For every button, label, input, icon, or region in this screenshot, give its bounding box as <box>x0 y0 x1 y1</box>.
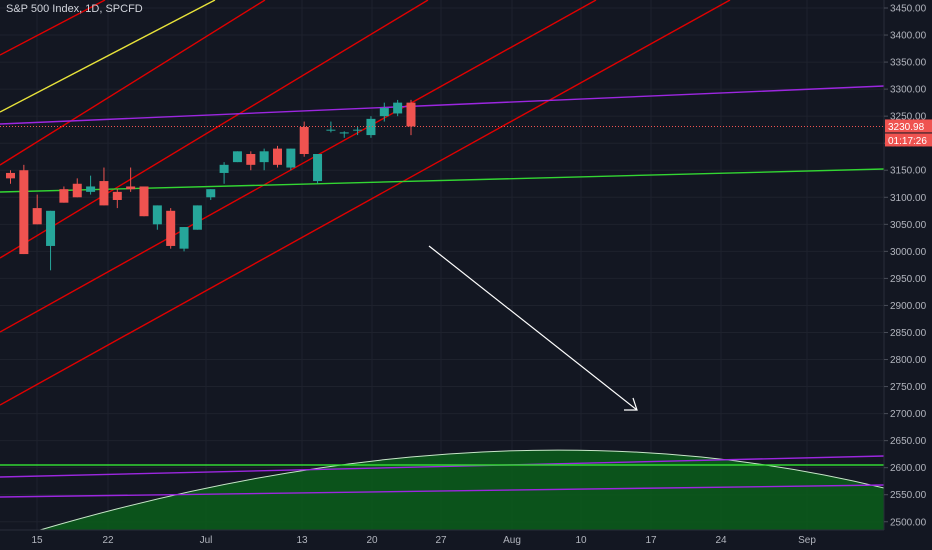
candle-body <box>112 191 122 200</box>
date-tick-label: 20 <box>366 535 378 546</box>
grid <box>0 0 884 530</box>
current-price-label: 3230.98 <box>888 122 925 133</box>
price-tick-label: 3150.00 <box>890 166 927 177</box>
price-tick-label: 3400.00 <box>890 31 927 42</box>
channel-line[interactable] <box>0 0 597 333</box>
candle-body <box>246 154 256 165</box>
price-tick-label: 3450.00 <box>890 4 927 15</box>
candle-body <box>59 189 69 203</box>
price-tick-label: 2600.00 <box>890 463 927 474</box>
candle-body <box>206 189 216 198</box>
price-tick-label: 3250.00 <box>890 112 927 123</box>
candle-body <box>379 108 389 117</box>
channel-line[interactable] <box>0 0 106 56</box>
date-tick-label: 24 <box>715 535 727 546</box>
date-tick-label: 10 <box>575 535 587 546</box>
candle-body <box>219 164 229 173</box>
countdown-label: 01:17:26 <box>888 136 927 147</box>
date-tick-label: Jul <box>200 535 213 546</box>
candle-body <box>99 181 109 206</box>
price-axis[interactable]: 2500.00 2550.00 2600.00 2650.00 2700.00 2750.… <box>883 0 932 550</box>
date-tick-label: 22 <box>102 535 114 546</box>
candle-body <box>6 172 15 179</box>
price-tick-label: 3000.00 <box>890 247 927 258</box>
date-tick-label: 15 <box>31 535 43 546</box>
date-tick-label: 13 <box>296 535 308 546</box>
price-tick-label: 2950.00 <box>890 274 927 285</box>
candle-body <box>286 148 296 168</box>
price-tick-label: 2500.00 <box>890 517 927 528</box>
purple-trendline[interactable] <box>0 85 885 125</box>
date-axis-background <box>0 530 884 550</box>
price-tick-label: 2900.00 <box>890 301 927 312</box>
candle-body <box>353 129 363 131</box>
candle-body <box>152 205 162 225</box>
candle-body <box>326 129 336 131</box>
date-tick-label: 27 <box>435 535 447 546</box>
purple-trendline[interactable] <box>0 455 885 478</box>
price-tick-label: 2850.00 <box>890 328 927 339</box>
price-tick-label: 2550.00 <box>890 490 927 501</box>
candle-body <box>179 227 189 249</box>
candle-body <box>19 170 29 255</box>
price-axis-background <box>884 0 932 550</box>
purple-trendline[interactable] <box>0 484 885 498</box>
price-tick-label: 3350.00 <box>890 58 927 69</box>
price-tick-label: 3050.00 <box>890 220 927 231</box>
arrow-shaft[interactable] <box>428 245 638 411</box>
channel-line[interactable] <box>0 0 429 259</box>
candle-body <box>313 154 323 182</box>
candle-body <box>126 186 136 190</box>
candle-body <box>393 102 403 114</box>
candle-body <box>72 183 82 198</box>
candle-body <box>366 118 376 136</box>
current-price-tag <box>885 119 932 133</box>
price-tick-label: 2750.00 <box>890 382 927 393</box>
price-tick-label: 2800.00 <box>890 355 927 366</box>
candle-body <box>192 205 202 230</box>
price-tick-label: 2700.00 <box>890 409 927 420</box>
candle-body <box>32 208 42 225</box>
date-axis[interactable]: 15 22 Jul 13 20 27 Aug 10 17 24 Sep <box>0 529 884 550</box>
price-tick-label: 3100.00 <box>890 193 927 204</box>
chart-title: S&P 500 Index, 1D, SPCFD <box>6 3 143 15</box>
arrow-head[interactable] <box>624 397 638 411</box>
date-tick-label: 17 <box>645 535 657 546</box>
channel-line[interactable] <box>0 0 731 406</box>
candle-body <box>406 102 416 127</box>
candle-body <box>232 151 242 163</box>
date-tick-label: Aug <box>503 535 521 546</box>
candle-body <box>166 210 176 246</box>
candle-body <box>299 126 309 155</box>
date-tick-label: Sep <box>798 535 816 546</box>
candle-body <box>259 151 269 163</box>
countdown-tag <box>885 133 932 147</box>
candle-body <box>339 132 349 134</box>
candle-body <box>273 148 282 165</box>
price-tick-label: 3300.00 <box>890 85 927 96</box>
candle-body <box>86 186 96 192</box>
candle-body <box>46 210 56 246</box>
channel-line[interactable] <box>0 0 266 166</box>
yellow-trendline[interactable] <box>0 0 216 113</box>
drawing-tools[interactable] <box>0 0 885 498</box>
price-tick-label: 2650.00 <box>890 436 927 447</box>
candle-body <box>139 186 149 217</box>
candles <box>6 99 416 271</box>
